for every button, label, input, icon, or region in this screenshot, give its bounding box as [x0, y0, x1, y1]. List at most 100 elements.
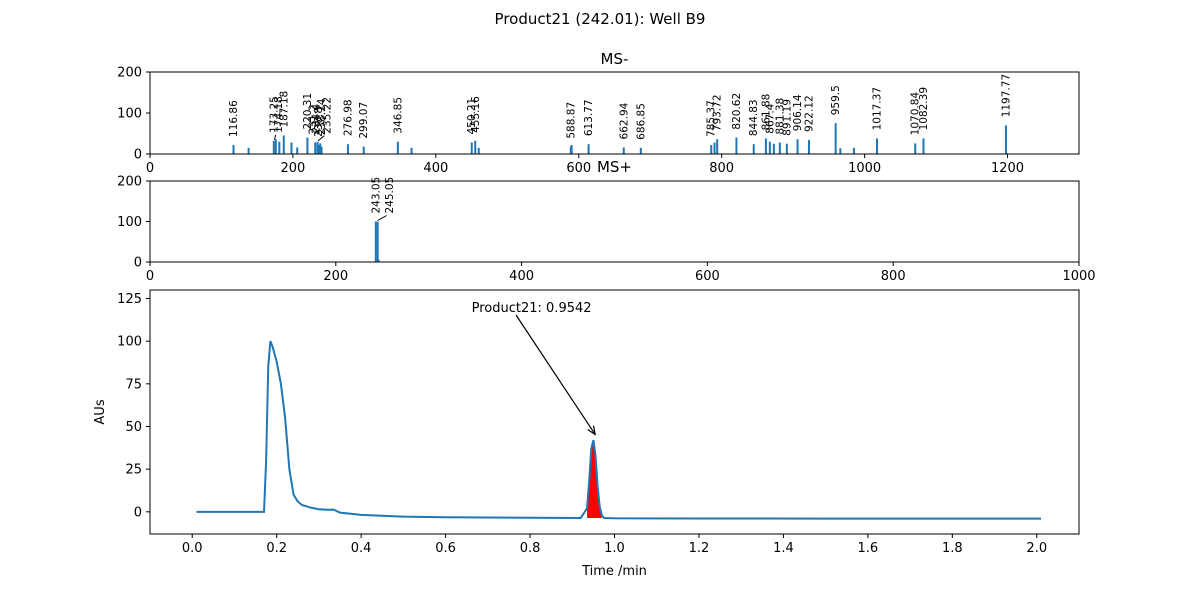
ms-neg-peak-label: 861.88: [760, 94, 772, 131]
ms-neg-bar: [314, 142, 317, 154]
ms-neg-bar: [477, 147, 480, 154]
annotation-label: Product21: 0.9542: [472, 301, 592, 316]
uv-ytick-label: 50: [125, 420, 142, 435]
uv-xtick-label: 0.0: [182, 541, 203, 556]
ms-neg-peak-label: 455.16: [470, 96, 482, 133]
ms-neg-peak-label: 881.38: [774, 98, 786, 135]
ms-pos-xtick-label: 0: [146, 269, 154, 284]
uv-ylabel: AUs: [93, 399, 108, 424]
ms-neg-bar: [396, 141, 399, 154]
ms-neg-xtick-label: 200: [281, 161, 306, 176]
ms-neg-peak-label: 686.85: [635, 103, 647, 140]
uv-xtick-label: 0.8: [520, 541, 541, 556]
ms-pos-xtick-label: 1000: [1062, 269, 1095, 284]
ms-neg-bar: [622, 147, 625, 154]
ms-pos-ytick-label: 200: [117, 175, 142, 190]
ms-pos-frame: [149, 180, 1080, 263]
ms-neg-bar: [570, 144, 573, 154]
ms-pos-xtick-label: 200: [323, 269, 348, 284]
ms-neg-bars: [232, 123, 1007, 154]
ms-pos-peak-labels: 243.05 245.05: [370, 177, 396, 221]
uv-xtick-label: 1.4: [773, 541, 794, 556]
ms-neg-peak-label: 299.07: [358, 102, 370, 139]
ms-neg-bar: [362, 146, 365, 154]
ms-neg-bar: [410, 147, 413, 154]
figure-title: Product21 (242.01): Well B9: [495, 10, 706, 28]
ms-neg-peak-label: 231.2: [307, 104, 319, 134]
ms-neg-bar: [278, 141, 281, 154]
ms-pos-bars: [374, 221, 380, 262]
ms-pos-xtick-label: 400: [509, 269, 534, 284]
ms-neg-bar: [768, 141, 771, 154]
ms-neg-bar: [839, 148, 842, 154]
uv-ytick-label: 0: [134, 505, 142, 520]
uv-panel: 0.0 0.2 0.4 0.6 0.8 1.0 1.2 1.4 1.6 1.8 2.0 0 25 50 7…: [93, 289, 1080, 579]
ms-neg-ytick-label: 100: [117, 107, 142, 122]
ms-pos-label-leader: [377, 215, 387, 221]
ms-neg-peak-label: 785.37: [706, 100, 718, 137]
uv-xtick-label: 1.0: [604, 541, 625, 556]
ms-neg-bar: [639, 147, 642, 154]
ms-neg-bar: [247, 147, 250, 154]
annotation-arrowhead: [587, 425, 597, 436]
ms-neg-xtick-label: 600: [566, 161, 591, 176]
ms-neg-bar: [232, 144, 235, 154]
ms-neg-xtick-label: 1200: [991, 161, 1024, 176]
ms-neg-peak-label: 187.18: [278, 91, 290, 128]
ms-neg-peak-label: 220.31: [302, 93, 314, 130]
ms-neg-bar: [796, 139, 799, 154]
uv-xtick-label: 1.8: [942, 541, 963, 556]
ms-pos-bar: [376, 221, 379, 262]
ms-neg-bar: [735, 137, 738, 154]
ms-neg-xtick-label: 400: [423, 161, 448, 176]
ms-neg-peak-label: 867.4: [764, 103, 776, 133]
ms-neg-x-axis: 0 200 400 600 800 1000 1200: [146, 154, 1024, 176]
ms-pos-peak-label: 245.05: [384, 177, 396, 214]
ms-neg-peak-label: 1082.39: [918, 87, 930, 130]
ms-pos-xtick-label: 800: [881, 269, 906, 284]
ms-pos-title: MS+: [597, 158, 632, 176]
uv-xtick-label: 0.6: [435, 541, 456, 556]
ms-neg-bar: [785, 143, 788, 154]
ms-neg-bar: [772, 143, 775, 154]
annotation-arrow: [515, 314, 596, 435]
ms-neg-bar: [876, 138, 879, 154]
ms-pos-y-axis: 0 100 200: [117, 175, 150, 271]
ms-neg-peak-label: 234.4: [310, 103, 322, 133]
ms-neg-peak-label: 793.72: [712, 94, 724, 131]
uv-xlabel: Time /min: [581, 564, 647, 579]
ms-neg-bar: [290, 142, 293, 154]
ms-neg-xtick-label: 0: [146, 161, 154, 176]
ms-neg-bar: [320, 146, 323, 154]
ms-neg-bar: [296, 147, 299, 154]
ms-neg-peak-label: 174.18: [273, 96, 285, 133]
ms-neg-bar: [1004, 125, 1007, 154]
ms-neg-bar: [474, 140, 477, 154]
uv-xtick-label: 2.0: [1026, 541, 1047, 556]
ms-neg-xtick-label: 800: [709, 161, 734, 176]
ms-neg-bar: [470, 142, 473, 154]
ms-neg-peak-label: 236.8: [313, 107, 325, 137]
ms-neg-bar: [778, 142, 781, 154]
ms-neg-bar: [922, 138, 925, 154]
ms-neg-peak-label: 844.83: [748, 99, 760, 136]
ms-neg-bar: [764, 138, 767, 154]
ms-neg-bar: [716, 139, 719, 154]
ms-neg-peak-label: 238.24: [316, 98, 328, 135]
ms-pos-ytick-label: 0: [134, 256, 142, 271]
ms-neg-peak-label: 173.25: [268, 96, 280, 133]
uv-y-axis: 0 25 50 75 100 125: [117, 292, 150, 520]
ms-neg-xtick-label: 1000: [848, 161, 881, 176]
uv-ytick-label: 75: [125, 377, 142, 392]
ms-neg-bar: [274, 139, 277, 154]
ms-pos-panel: MS+ 243.05 245.05 0 200 400 600 800 1000 0 100 2…: [117, 158, 1095, 284]
ms-neg-bar: [282, 135, 285, 154]
ms-neg-peak-label: 662.94: [618, 102, 630, 139]
ms-neg-y-axis: 0 100 200: [117, 66, 150, 163]
uv-ytick-label: 125: [117, 292, 142, 307]
uv-xtick-label: 1.2: [689, 541, 710, 556]
uv-trace-line: [196, 340, 1041, 520]
ms-neg-bar: [752, 144, 755, 154]
